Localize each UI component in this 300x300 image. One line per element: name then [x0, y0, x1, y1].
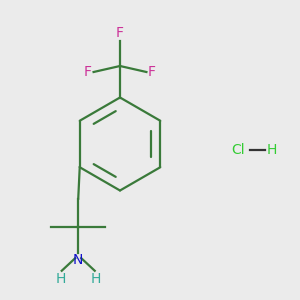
Text: F: F [84, 65, 92, 79]
Text: H: H [90, 272, 101, 286]
Text: F: F [148, 65, 156, 79]
Text: H: H [267, 143, 278, 157]
Text: H: H [56, 272, 66, 286]
Text: N: N [73, 253, 83, 267]
Text: F: F [116, 26, 124, 40]
Text: Cl: Cl [231, 143, 244, 157]
